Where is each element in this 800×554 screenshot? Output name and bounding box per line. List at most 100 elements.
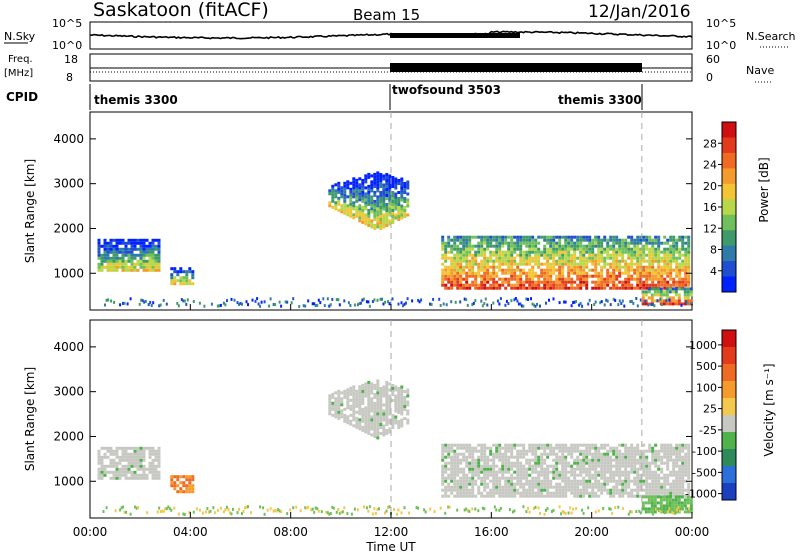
echo-cell: [361, 410, 365, 414]
echo-cell: [687, 473, 691, 477]
echo-cell: [495, 238, 499, 242]
echo-cell: [507, 277, 511, 281]
y-tick-label: 1000: [53, 266, 84, 280]
echo-cell: [191, 282, 195, 286]
echo-cell: [672, 485, 676, 489]
echo-cell: [549, 271, 553, 275]
echo-cell: [668, 495, 672, 499]
echo-cell: [684, 274, 688, 278]
echo-cell: [97, 455, 101, 459]
echo-cell: [133, 247, 137, 251]
echo-cell: [504, 494, 508, 498]
echo-cell: [450, 455, 454, 459]
echo-cell: [615, 241, 619, 245]
echo-cell: [343, 416, 347, 420]
echo-cell: [130, 253, 134, 257]
echo-cell: [504, 446, 508, 450]
echo-cell: [498, 482, 502, 486]
echo-cell: [519, 470, 523, 474]
echo-cell: [627, 286, 631, 290]
echo-cell: [388, 219, 392, 223]
echo-cell: [546, 446, 550, 450]
echo-cell: [549, 479, 553, 483]
echo-cell: [561, 449, 565, 453]
echo-cell: [367, 214, 371, 218]
echo-cell: [555, 488, 559, 492]
echo-cell: [651, 491, 655, 495]
echo-cell: [657, 449, 661, 453]
echo-cell: [100, 268, 104, 272]
noise-cell: [141, 299, 144, 303]
echo-cell: [397, 182, 401, 185]
echo-cell: [471, 253, 475, 257]
echo-cell: [597, 464, 601, 468]
echo-cell: [127, 452, 131, 456]
noise-cell: [663, 511, 666, 515]
echo-cell: [364, 388, 368, 392]
echo-cell: [391, 387, 395, 390]
echo-cell: [471, 473, 475, 477]
noise-cell: [621, 299, 624, 303]
echo-cell: [504, 479, 508, 483]
echo-cell: [657, 271, 661, 275]
echo-cell: [504, 253, 508, 257]
echo-cell: [382, 192, 386, 196]
echo-cell: [145, 244, 149, 248]
echo-cell: [474, 446, 478, 450]
echo-cell: [591, 458, 595, 462]
echo-cell: [142, 244, 146, 248]
noise-cell: [177, 512, 180, 516]
echo-cell: [453, 455, 457, 459]
echo-cell: [621, 473, 625, 477]
echo-cell: [558, 446, 562, 450]
echo-cell: [456, 247, 460, 251]
echo-cell: [170, 481, 174, 485]
echo-cell: [510, 467, 514, 471]
echo-cell: [525, 458, 529, 462]
echo-cell: [555, 241, 559, 245]
echo-cell: [627, 458, 631, 462]
echo-cell: [540, 250, 544, 254]
echo-cell: [600, 238, 604, 242]
echo-cell: [495, 464, 499, 468]
echo-cell: [597, 452, 601, 456]
echo-cell: [683, 501, 687, 505]
echo-cell: [151, 250, 155, 254]
noise-cell: [272, 509, 275, 513]
echo-cell: [522, 241, 526, 245]
echo-cell: [352, 180, 356, 184]
echo-cell: [373, 431, 377, 435]
echo-cell: [112, 473, 116, 477]
echo-cell: [674, 495, 678, 499]
echo-cell: [669, 256, 673, 260]
echo-cell: [689, 293, 693, 297]
noise-cell: [551, 510, 553, 513]
echo-cell: [154, 253, 158, 257]
echo-cell: [687, 482, 691, 486]
echo-cell: [594, 464, 598, 468]
echo-cell: [639, 265, 643, 269]
echo-cell: [669, 268, 673, 272]
echo-cell: [465, 446, 469, 450]
echo-cell: [474, 253, 478, 257]
echo-cell: [624, 265, 628, 269]
echo-cell: [597, 235, 601, 239]
echo-cell: [558, 461, 562, 465]
echo-cell: [103, 446, 107, 450]
echo-cell: [173, 481, 177, 485]
echo-cell: [337, 407, 341, 411]
noise-cell: [367, 509, 370, 513]
noise-cell: [183, 299, 186, 303]
echo-cell: [567, 247, 571, 251]
echo-cell: [573, 280, 577, 284]
echo-cell: [606, 271, 610, 275]
echo-cell: [681, 235, 685, 239]
echo-cell: [382, 391, 386, 395]
echo-cell: [370, 174, 374, 178]
noise-cell: [522, 505, 525, 509]
echo-cell: [376, 174, 380, 178]
noise-cell: [564, 300, 567, 304]
echo-cell: [370, 433, 374, 437]
echo-cell: [675, 238, 679, 242]
echo-cell: [561, 244, 565, 248]
